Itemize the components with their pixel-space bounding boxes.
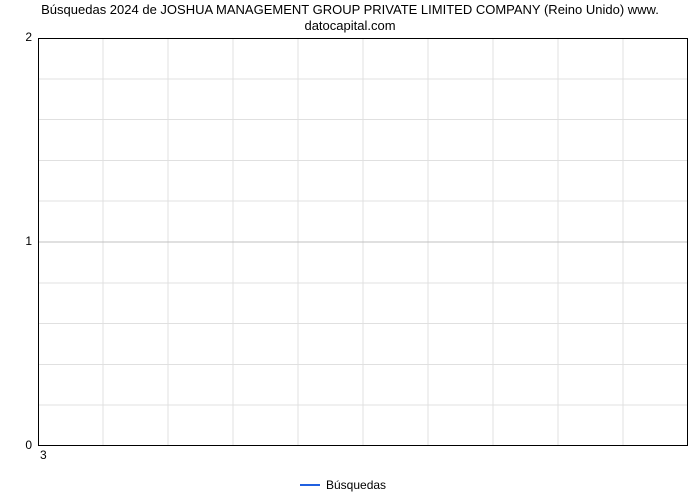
chart-title: Búsquedas 2024 de JOSHUA MANAGEMENT GROU…: [0, 2, 700, 34]
legend: Búsquedas: [300, 478, 386, 492]
xtick-label-0: 3: [40, 448, 47, 462]
title-line2: datocapital.com: [304, 18, 395, 33]
legend-swatch: [300, 484, 320, 486]
ytick-label-2: 2: [0, 30, 32, 44]
ytick-label-1: 1: [0, 234, 32, 248]
plot-area: [38, 38, 688, 446]
legend-label: Búsquedas: [326, 478, 386, 492]
ytick-label-0: 0: [0, 438, 32, 452]
title-line1: Búsquedas 2024 de JOSHUA MANAGEMENT GROU…: [41, 2, 659, 17]
